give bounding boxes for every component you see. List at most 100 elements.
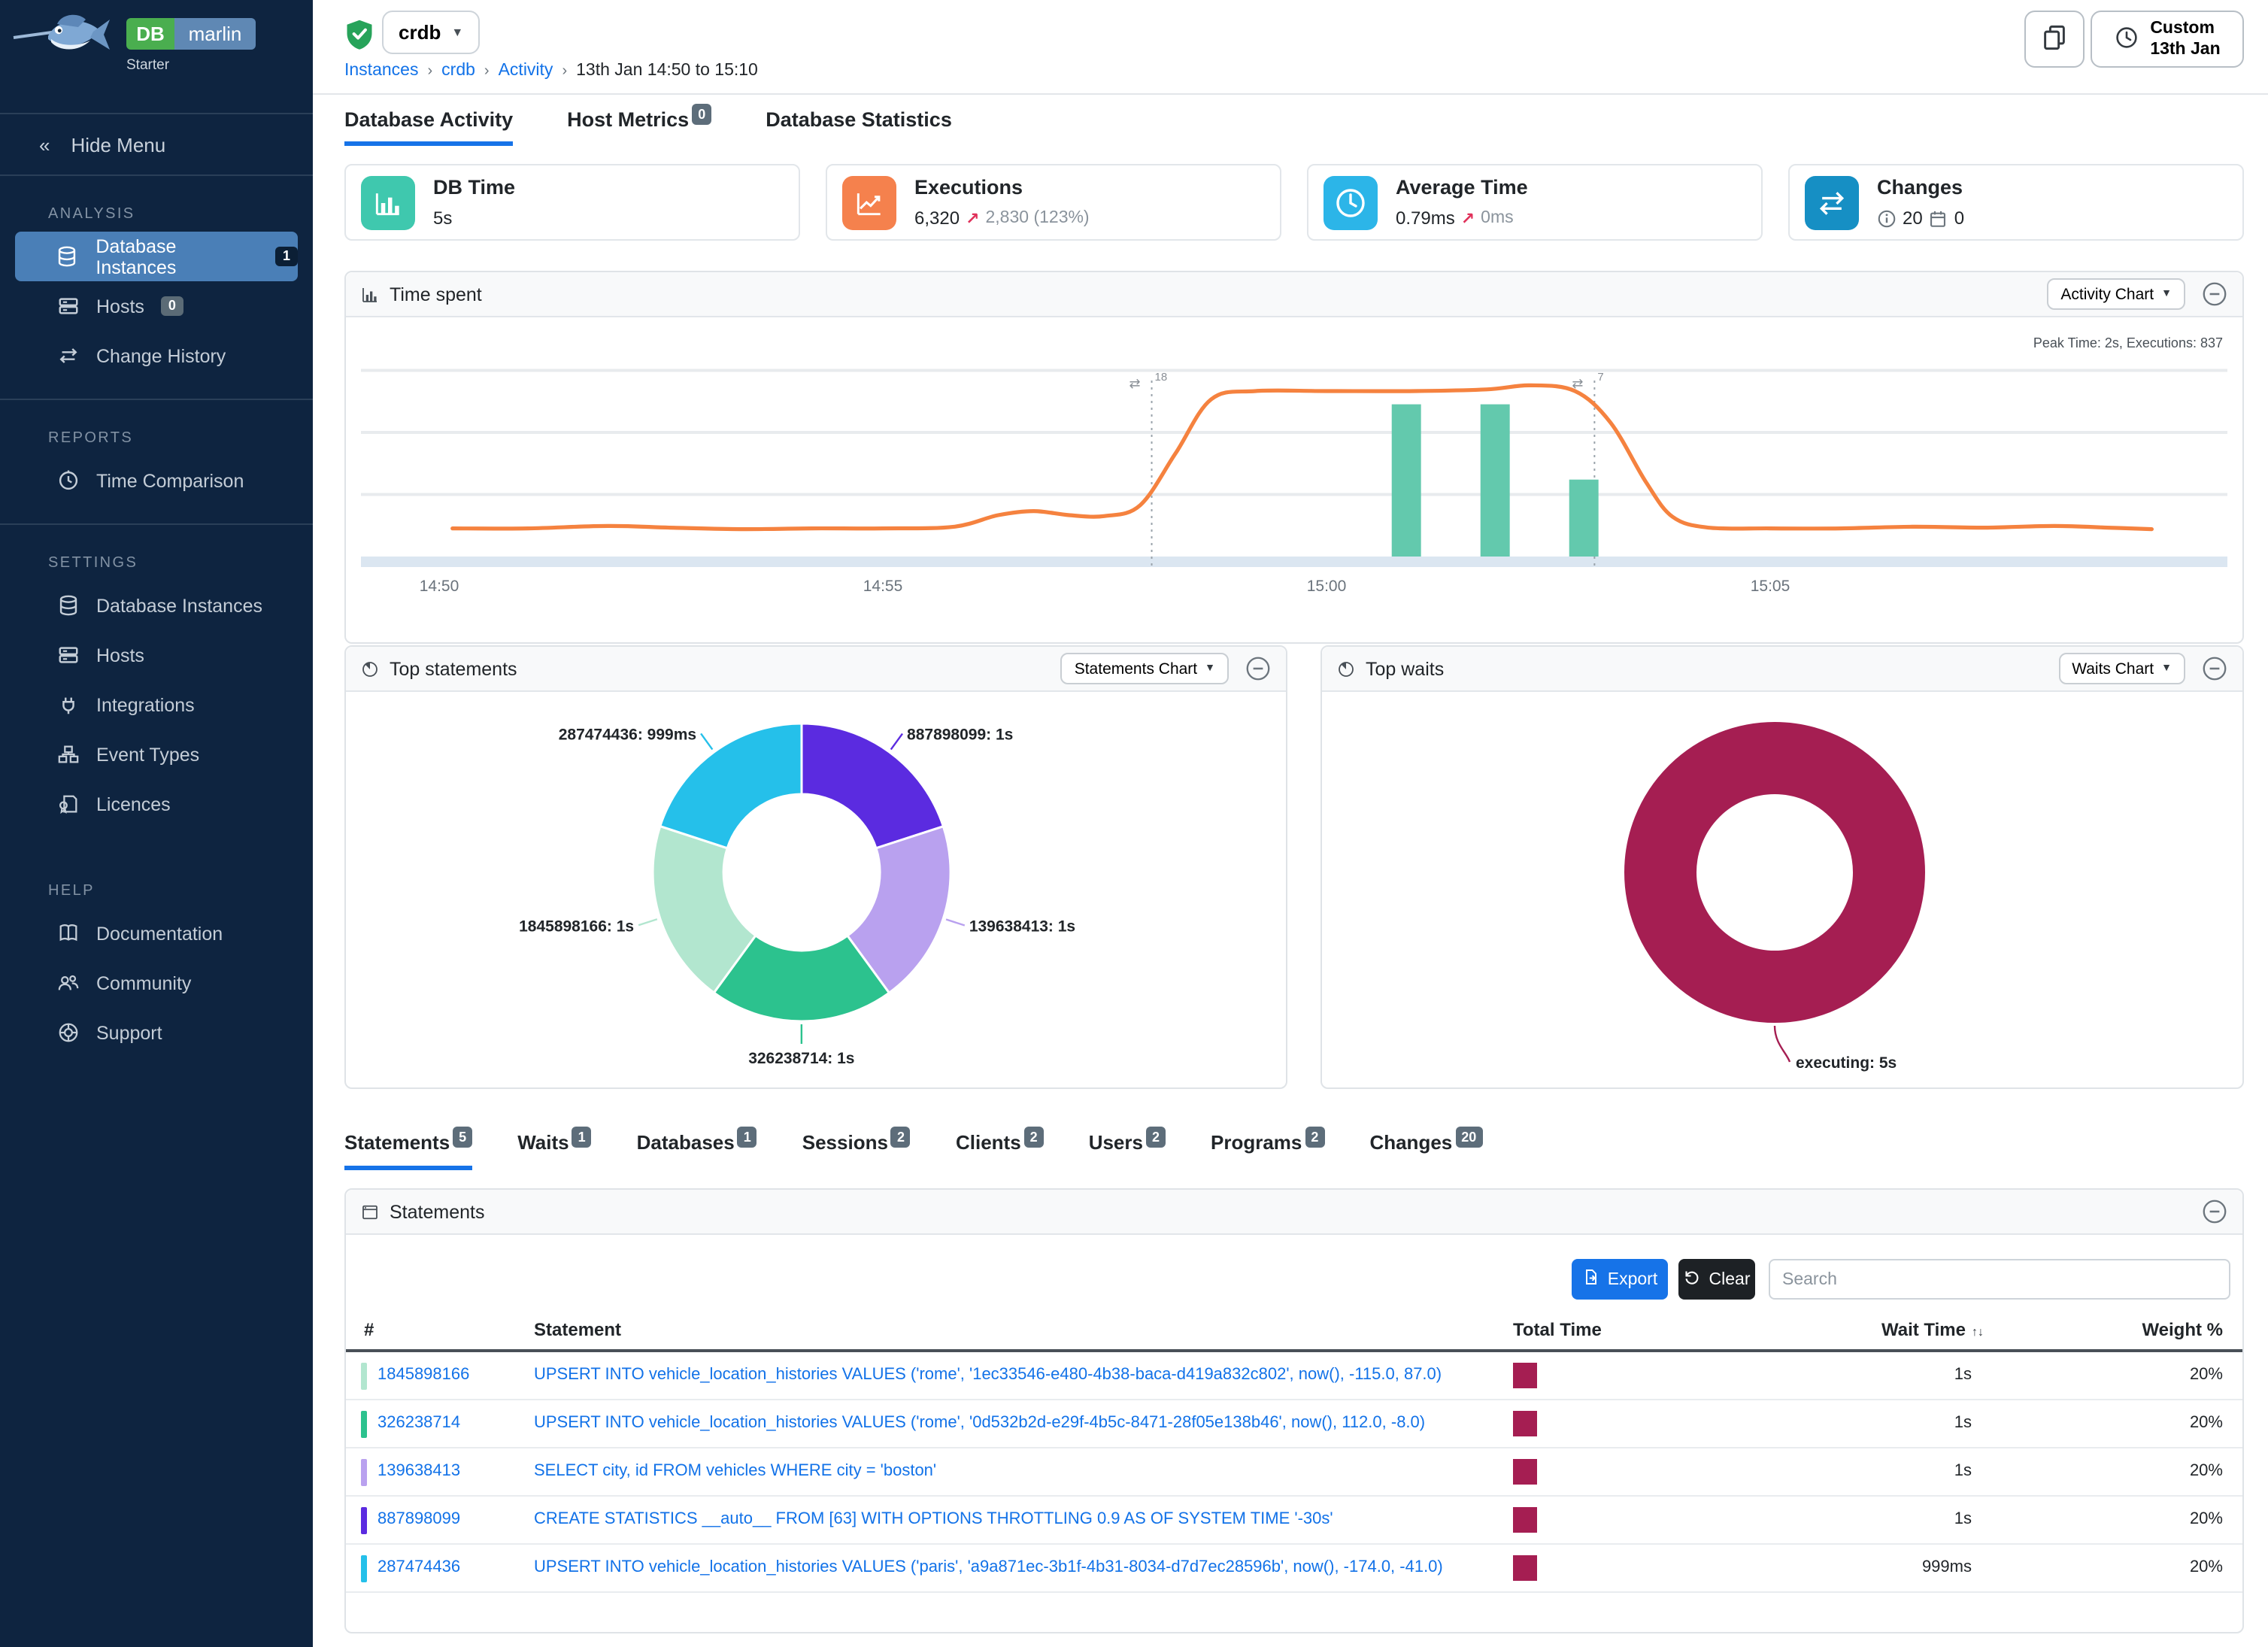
collapse-icon[interactable] [1245, 656, 1271, 686]
stat-value: 6,320 [914, 208, 960, 229]
total-time-bar [1513, 1555, 1537, 1581]
sidebar-section-title: SETTINGS [48, 555, 138, 572]
sidebar-section-title: REPORTS [48, 430, 134, 447]
collapse-icon[interactable] [2202, 1199, 2227, 1229]
sidebar-item-integrations[interactable]: Integrations [15, 680, 298, 729]
sidebar-item-label: Database Instances [96, 595, 262, 616]
main: crdb ▼ Instances › crdb › Activity › 13th Jan … [313, 0, 2268, 1647]
sidebar-item-community[interactable]: Community [15, 958, 298, 1008]
time-range-button[interactable]: Custom 13th Jan [2091, 11, 2244, 68]
stat-card-db-time: DB Time 5s [344, 164, 800, 241]
documentation-icon [56, 921, 80, 945]
table-row: 139638413 SELECT city, id FROM vehicles W… [346, 1448, 2242, 1497]
tab-programs[interactable]: Programs 2 [1211, 1127, 1325, 1170]
sidebar-item-label: Time Comparison [96, 470, 244, 491]
sidebar-item-label: Hosts [96, 645, 144, 666]
instance-selector[interactable]: crdb ▼ [382, 11, 481, 54]
statement-id-link[interactable]: 887898099 [377, 1510, 461, 1528]
statement-link[interactable]: UPSERT INTO vehicle_location_histories V… [534, 1414, 1426, 1432]
statement-link[interactable]: UPSERT INTO vehicle_location_histories V… [534, 1558, 1443, 1576]
column-header-id[interactable]: # [364, 1319, 374, 1340]
tab-host-metrics[interactable]: Host Metrics 0 [567, 104, 712, 146]
sidebar-item-badge: 1 [274, 247, 298, 266]
time-spent-chart[interactable]: 14:50 14:55 15:00 15:05 Peak Time: 2s, Execu… [346, 317, 2242, 642]
stat-card-title: Executions [914, 176, 1023, 199]
export-button[interactable]: Export [1572, 1259, 1668, 1300]
tab-users[interactable]: Users 2 [1088, 1127, 1166, 1170]
stat-card-title: Changes [1877, 176, 1963, 199]
collapse-icon[interactable] [2202, 281, 2227, 311]
divider [0, 174, 313, 176]
info-icon [1877, 208, 1897, 228]
sidebar-item-database-instances[interactable]: Database Instances [15, 581, 298, 630]
statement-id-link[interactable]: 139638413 [377, 1462, 461, 1480]
search-input[interactable] [1769, 1259, 2230, 1300]
column-label: Statement [534, 1319, 622, 1340]
breadcrumb-item[interactable]: Instances [344, 62, 419, 80]
statement-id-link[interactable]: 1845898166 [377, 1366, 470, 1384]
statement-link[interactable]: CREATE STATISTICS __auto__ FROM [63] WIT… [534, 1510, 1333, 1528]
tab-clients[interactable]: Clients 2 [956, 1127, 1044, 1170]
window-icon [361, 1203, 379, 1221]
tab-database-activity[interactable]: Database Activity [344, 108, 514, 146]
wait-time-value: 999ms [1921, 1558, 1972, 1576]
weight-value: 20% [2189, 1462, 2223, 1480]
sidebar-section: ANALYSIS Database Instances 1 Hosts 0 Change … [0, 176, 313, 400]
breadcrumb-separator: › [484, 62, 490, 79]
tab-database-statistics[interactable]: Database Statistics [766, 108, 952, 146]
sidebar-item-database-instances[interactable]: Database Instances 1 [15, 232, 298, 281]
top-waits-donut[interactable]: executing: 5s [1322, 692, 2242, 1087]
breadcrumb: Instances › crdb › Activity › 13th Jan 14:50 t… [344, 62, 758, 80]
collapse-icon[interactable] [2202, 656, 2227, 686]
sidebar-item-licences[interactable]: Licences [15, 779, 298, 829]
sort-icon: ↑↓ [1972, 1325, 1984, 1339]
statement-id-link[interactable]: 287474436 [377, 1558, 461, 1576]
breadcrumb-item[interactable]: Activity [498, 62, 553, 80]
sidebar-item-hosts[interactable]: Hosts [15, 630, 298, 680]
breadcrumb-item[interactable]: crdb [441, 62, 475, 80]
clear-button[interactable]: Clear [1678, 1259, 1755, 1300]
tab-sessions[interactable]: Sessions 2 [802, 1127, 911, 1170]
row-color-marker [361, 1411, 367, 1438]
statements-chart-dropdown[interactable]: Statements Chart ▼ [1060, 653, 1229, 684]
column-header-statement[interactable]: Statement [534, 1319, 621, 1340]
statement-link[interactable]: UPSERT INTO vehicle_location_histories V… [534, 1366, 1442, 1384]
top-waits-panel: Top waits Waits Chart ▼ executing: 5s [1320, 645, 2244, 1089]
sidebar-item-documentation[interactable]: Documentation [15, 908, 298, 958]
info-count: 20 [1903, 208, 1923, 229]
tab-badge: 2 [1145, 1127, 1166, 1148]
sidebar-section: SETTINGS Database Instances Hosts Integrati… [0, 525, 313, 847]
column-header-wait-time[interactable]: Wait Time ↑↓ [1881, 1319, 1984, 1340]
waits-chart-dropdown[interactable]: Waits Chart ▼ [2058, 653, 2185, 684]
licence-icon [56, 792, 80, 816]
logo[interactable]: DB marlin Starter [0, 0, 313, 113]
svg-text:executing: 5s: executing: 5s [1796, 1054, 1897, 1072]
sidebar-section-title: ANALYSIS [48, 206, 135, 223]
sidebar-item-event-types[interactable]: Event Types [15, 729, 298, 779]
sidebar-item-time-comparison[interactable]: Time Comparison [15, 456, 298, 505]
tab-badge: 20 [1455, 1127, 1483, 1148]
statement-id-link[interactable]: 326238714 [377, 1414, 461, 1432]
column-header-total-time[interactable]: Total Time [1513, 1319, 1602, 1340]
table-rows: 1845898166 UPSERT INTO vehicle_location_h… [346, 1352, 2242, 1593]
sidebar-item-label: Community [96, 972, 192, 993]
tab-label: Users [1088, 1131, 1143, 1154]
table-row: 1845898166 UPSERT INTO vehicle_location_h… [346, 1352, 2242, 1400]
tab-databases[interactable]: Databases 1 [637, 1127, 757, 1170]
stat-card-executions: Executions 6,320 ↗ 2,830 (123%) [826, 164, 1281, 241]
caret-down-icon: ▼ [2161, 289, 2172, 299]
clock-icon [2114, 25, 2138, 53]
sidebar-item-hosts[interactable]: Hosts 0 [15, 281, 298, 331]
tab-statements[interactable]: Statements 5 [344, 1127, 473, 1170]
tab-waits[interactable]: Waits 1 [517, 1127, 592, 1170]
top-statements-donut[interactable]: 887898099: 1s 139638413: 1s 326238714: 1s 1… [346, 692, 1286, 1087]
column-header-weight[interactable]: Weight % [2142, 1319, 2223, 1340]
statement-link[interactable]: SELECT city, id FROM vehicles WHERE city… [534, 1462, 937, 1480]
sidebar-section: HELP Documentation Community Support [0, 847, 313, 1075]
copy-button[interactable] [2024, 11, 2085, 68]
hide-menu-button[interactable]: « Hide Menu [0, 114, 313, 174]
sidebar-item-change-history[interactable]: Change History [15, 331, 298, 381]
tab-changes[interactable]: Changes 20 [1369, 1127, 1483, 1170]
activity-chart-dropdown[interactable]: Activity Chart ▼ [2047, 278, 2185, 310]
sidebar-item-support[interactable]: Support [15, 1008, 298, 1057]
